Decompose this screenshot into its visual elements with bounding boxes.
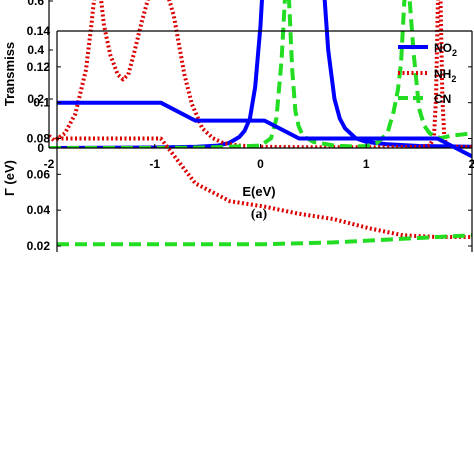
- y-tick-label: 0.08: [27, 132, 51, 146]
- x-tick-label: 1: [363, 157, 370, 171]
- x-tick-label: 2: [469, 157, 474, 171]
- legend-label-cn: CN: [434, 92, 451, 106]
- x-tick-label: -2: [44, 157, 55, 171]
- gamma-chart: 0.02 0.04 0.06 0.08 0.1 0.12 0.14 Γ (eV) NO2 N…: [2, 24, 473, 252]
- y-tick-label: 0.12: [27, 60, 51, 74]
- y-axis-label: Transmiss: [2, 42, 17, 106]
- y-axis-label: Γ (eV): [2, 160, 17, 196]
- series-line-no2: [57, 100, 472, 159]
- series-line-1: [49, 0, 472, 148]
- series-line-nh2: [57, 136, 472, 239]
- legend: NO2 NH2 CN: [398, 41, 457, 106]
- y-tick-label: 0.02: [27, 239, 51, 252]
- series-line-cn: [57, 233, 472, 247]
- legend-label-nh2: NH2: [434, 67, 456, 84]
- y-tick-label: 0.06: [27, 167, 51, 181]
- y-tick-label: 0.6: [27, 0, 44, 8]
- legend-label-no2: NO2: [434, 41, 457, 58]
- panel-label-a: (a): [251, 207, 268, 222]
- x-tick-label: 0: [257, 157, 264, 171]
- y-tick-label: 0.14: [27, 24, 51, 38]
- x-axis-label: E(eV): [242, 184, 275, 199]
- y-tick-label: 0.2: [27, 92, 44, 106]
- y-tick-label: 0: [37, 141, 44, 155]
- y-tick-label: 0.1: [33, 96, 50, 110]
- y-tick-label: 0.04: [27, 203, 51, 217]
- y-tick-label: 0.4: [27, 43, 44, 57]
- x-tick-label: -1: [149, 157, 160, 171]
